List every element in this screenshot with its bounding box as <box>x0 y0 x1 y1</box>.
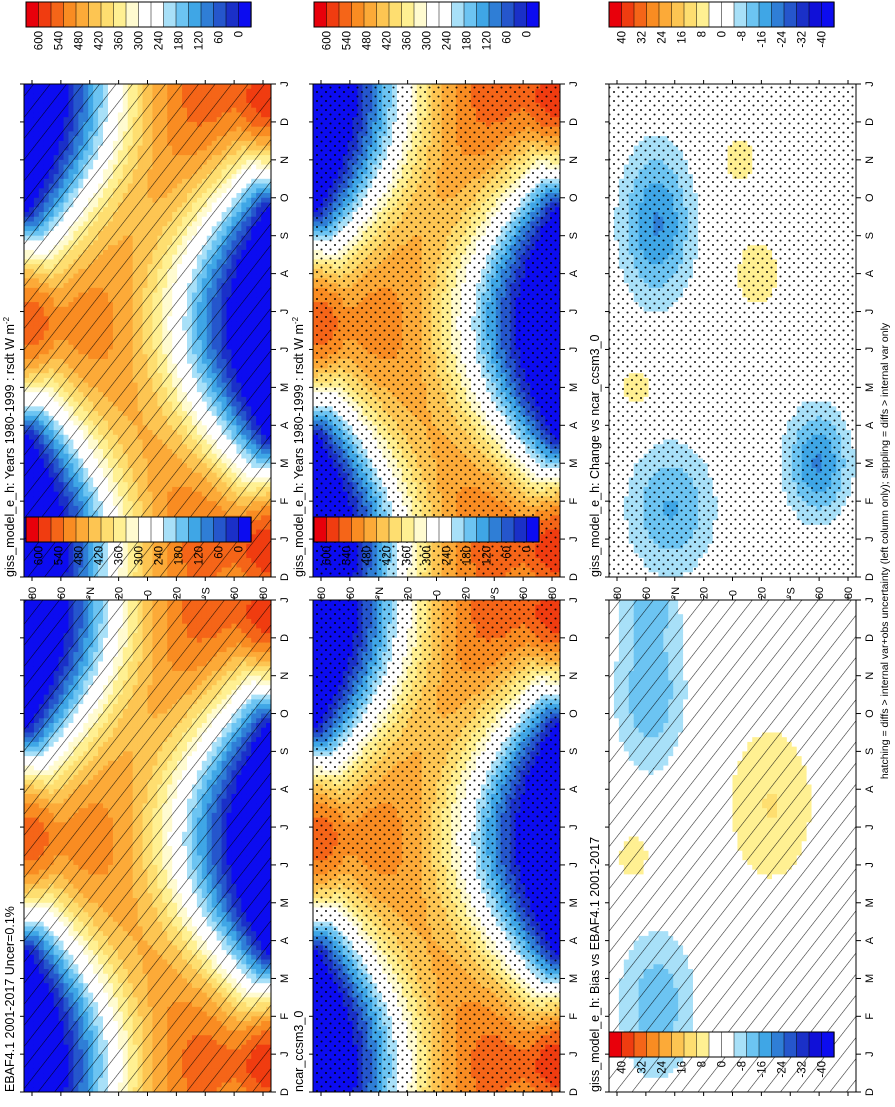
chart-panel-1: DJFMAMJJASONDJ80 60 °N 20 0 20 °S 60 80giss_mode… <box>2 1 291 599</box>
